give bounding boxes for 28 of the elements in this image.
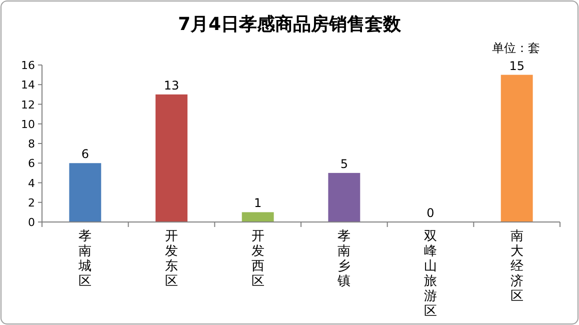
y-tick-label: 14 <box>21 78 35 92</box>
data-label: 0 <box>426 206 434 220</box>
data-label: 6 <box>81 147 89 162</box>
y-tick-label: 4 <box>28 176 35 190</box>
x-tick-label: 开发东区 <box>165 229 178 289</box>
bar <box>500 74 533 222</box>
data-label: 5 <box>340 156 348 171</box>
bar <box>328 172 360 222</box>
y-tick-label: 2 <box>28 196 35 210</box>
bar <box>156 94 188 222</box>
chart-title: 7月4日孝感商品房销售套数 <box>178 14 402 35</box>
bar <box>242 212 274 222</box>
bar <box>69 163 102 222</box>
x-tick-label: 南大经济区 <box>510 229 524 304</box>
y-tick-label: 12 <box>21 98 35 112</box>
data-label: 15 <box>509 58 524 73</box>
text: 单位：套 <box>492 41 540 55</box>
y-tick-label: 0 <box>28 216 35 229</box>
y-tick-label: 6 <box>28 157 35 170</box>
y-tick-label: 8 <box>28 138 35 150</box>
x-tick-label: 开发西区 <box>251 229 264 289</box>
x-tick-label: 孝南城区 <box>78 229 92 289</box>
y-tick-label: 16 <box>21 59 35 72</box>
x-tick-label: 双峰山旅游区 <box>424 229 437 319</box>
x-tick-label: 孝南乡镇 <box>336 229 351 289</box>
data-label: 13 <box>164 78 180 92</box>
y-tick-label: 10 <box>21 118 35 131</box>
data-label: 1 <box>254 196 262 210</box>
